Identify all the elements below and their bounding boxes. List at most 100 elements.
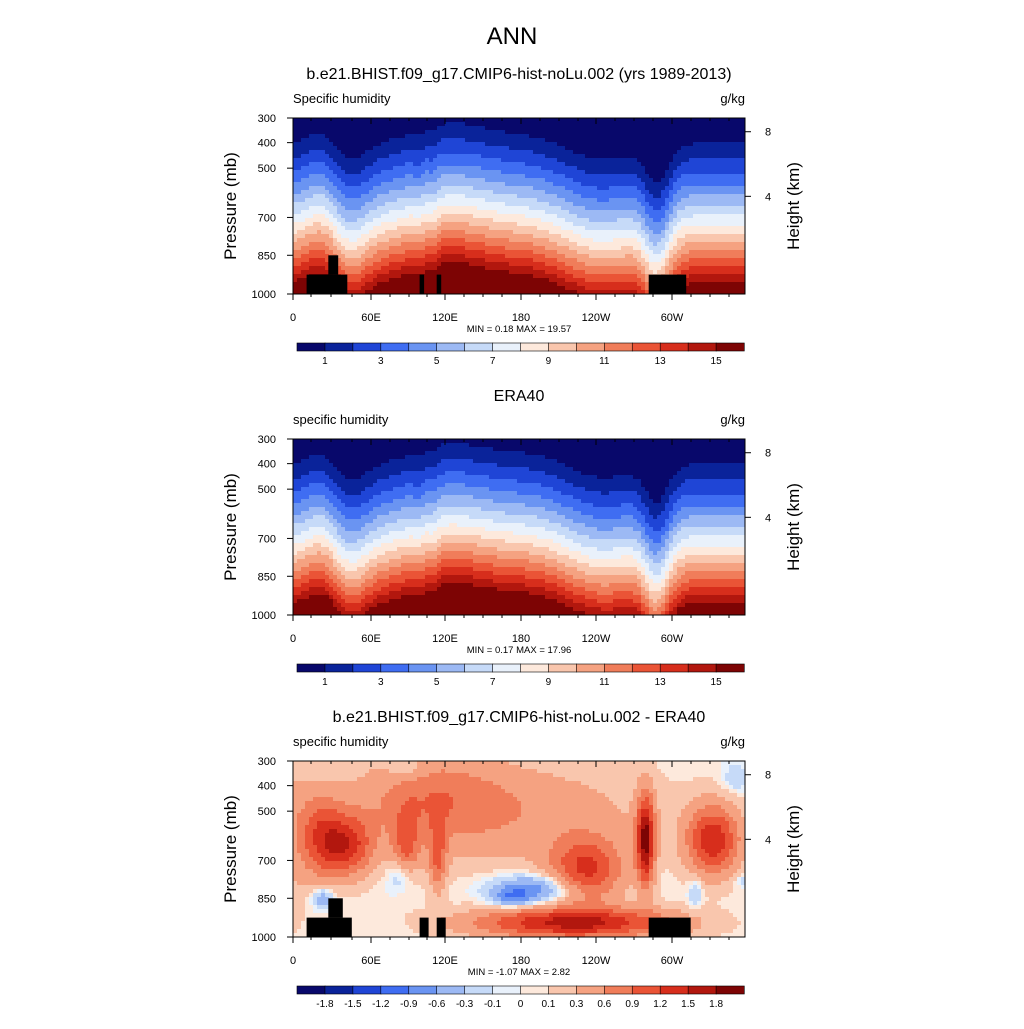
contour-cell <box>677 226 682 231</box>
contour-cell <box>473 286 478 291</box>
contour-cell <box>313 210 318 215</box>
contour-cell <box>313 194 318 199</box>
contour-cell <box>701 282 706 287</box>
contour-cell <box>381 122 386 127</box>
contour-cell <box>477 126 482 131</box>
contour-cell <box>329 242 334 247</box>
contour-cell <box>629 210 634 215</box>
contour-cell <box>609 206 614 211</box>
contour-cell <box>461 154 466 159</box>
contour-cell <box>669 158 674 163</box>
contour-cell <box>489 210 494 215</box>
contour-cell <box>369 154 374 159</box>
contour-cell <box>429 242 434 247</box>
contour-cell <box>305 250 310 255</box>
contour-cell <box>365 182 370 187</box>
contour-cell <box>377 250 382 255</box>
contour-cell <box>721 118 726 123</box>
contour-cell <box>637 138 642 143</box>
contour-cell <box>313 234 318 239</box>
contour-cell <box>505 142 510 147</box>
contour-cell <box>449 190 454 195</box>
contour-cell <box>445 246 450 251</box>
contour-cell <box>457 202 462 207</box>
contour-cell <box>569 274 574 279</box>
contour-cell <box>673 270 678 275</box>
contour-cell <box>569 142 574 147</box>
contour-cell <box>457 230 462 235</box>
contour-cell <box>529 258 534 263</box>
contour-cell <box>589 194 594 199</box>
contour-cell <box>697 278 702 283</box>
contour-cell <box>429 170 434 175</box>
contour-cell <box>449 222 454 227</box>
contour-cell <box>345 214 350 219</box>
contour-cell <box>709 238 714 243</box>
contour-cell <box>705 262 710 267</box>
contour-cell <box>349 246 354 251</box>
contour-cell <box>717 154 722 159</box>
contour-cell <box>509 202 514 207</box>
contour-cell <box>573 210 578 215</box>
contour-cell <box>733 134 738 139</box>
contour-cell <box>525 130 530 135</box>
contour-cell <box>717 126 722 131</box>
contour-cell <box>369 194 374 199</box>
contour-cell <box>341 258 346 263</box>
contour-cell <box>477 206 482 211</box>
contour-cell <box>665 174 670 179</box>
contour-cell <box>421 270 426 275</box>
contour-cell <box>629 262 634 267</box>
contour-cell <box>705 246 710 251</box>
contour-cell <box>293 174 298 179</box>
contour-cell <box>485 174 490 179</box>
contour-cell <box>529 230 534 235</box>
contour-cell <box>589 282 594 287</box>
contour-cell <box>501 278 506 283</box>
contour-cell <box>477 234 482 239</box>
contour-cell <box>497 118 502 123</box>
contour-cell <box>305 210 310 215</box>
contour-cell <box>573 214 578 219</box>
contour-cell <box>305 218 310 223</box>
contour-cell <box>337 214 342 219</box>
contour-cell <box>653 186 658 191</box>
contour-cell <box>477 230 482 235</box>
contour-cell <box>545 186 550 191</box>
contour-cell <box>433 198 438 203</box>
contour-cell <box>353 182 358 187</box>
contour-cell <box>477 154 482 159</box>
contour-cell <box>521 154 526 159</box>
contour-cell <box>313 158 318 163</box>
contour-cell <box>473 122 478 127</box>
contour-cell <box>313 170 318 175</box>
contour-cell <box>693 226 698 231</box>
topography-mask <box>420 275 425 294</box>
contour-cell <box>393 254 398 259</box>
contour-cell <box>305 226 310 231</box>
contour-cell <box>313 198 318 203</box>
contour-cell <box>653 182 658 187</box>
contour-cell <box>393 130 398 135</box>
contour-cell <box>385 186 390 191</box>
contour-cell <box>701 214 706 219</box>
contour-cell <box>401 130 406 135</box>
contour-cell <box>477 214 482 219</box>
contour-cell <box>733 270 738 275</box>
contour-cell <box>349 154 354 159</box>
contour-cell <box>585 262 590 267</box>
contour-cell <box>625 142 630 147</box>
contour-cell <box>613 198 618 203</box>
contour-cell <box>529 262 534 267</box>
contour-cell <box>445 202 450 207</box>
contour-cell <box>401 142 406 147</box>
contour-cell <box>561 126 566 131</box>
contour-cell <box>717 138 722 143</box>
contour-cell <box>581 210 586 215</box>
contour-cell <box>341 154 346 159</box>
contour-cell <box>401 278 406 283</box>
contour-cell <box>629 194 634 199</box>
contour-cell <box>565 182 570 187</box>
contour-cell <box>385 238 390 243</box>
contour-cell <box>461 234 466 239</box>
